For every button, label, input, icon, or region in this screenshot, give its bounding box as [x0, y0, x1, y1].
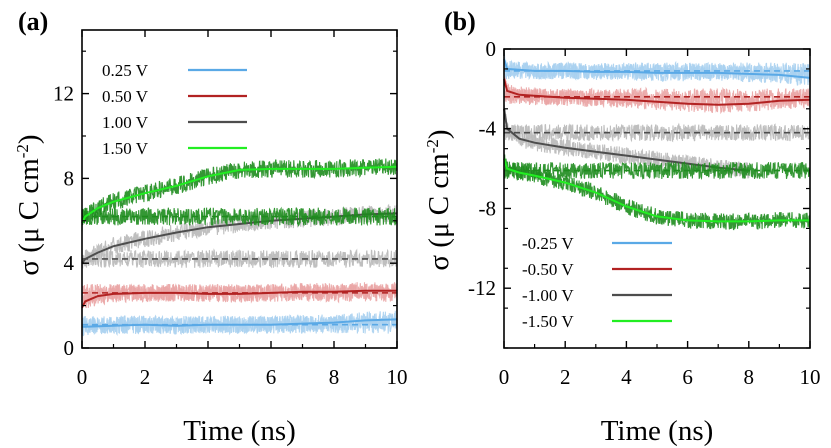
series-3-line [503, 158, 810, 223]
legend-entry-label: -1.00 V [522, 286, 574, 305]
series-2-steady-trace [81, 248, 398, 269]
y-axis-title-main: σ (μ C cm [13, 158, 45, 276]
legend-entry-label: 0.50 V [102, 87, 149, 106]
y-tick-label: 0 [486, 37, 497, 61]
series-3-line [81, 165, 398, 224]
y-axis-title: σ (μ C cm-2) [423, 129, 455, 270]
legend-entry-label: -0.25 V [522, 234, 574, 253]
series-3-raw-trace [81, 158, 398, 232]
x-tick-label: 2 [140, 365, 151, 389]
legend-entry-label: -0.50 V [522, 260, 574, 279]
series-0-line [82, 318, 398, 328]
y-axis-title-close: ) [423, 129, 455, 139]
legend: -0.25 V -0.50 V -1.00 V -1.50 V [522, 234, 672, 331]
series-0-group [503, 52, 811, 86]
panel-label: (b) [444, 7, 476, 36]
y-tick-label: 4 [64, 251, 75, 275]
x-tick-label: 0 [77, 365, 88, 389]
x-axis-title: Time (ns) [183, 415, 296, 447]
series-3-steady-trace [81, 206, 398, 227]
legend-entry-label: 1.00 V [102, 113, 149, 132]
y-axis-title-main: σ (μ C cm [423, 153, 455, 271]
x-tick-label: 10 [387, 365, 408, 389]
legend: 0.25 V 0.50 V 1.00 V 1.50 V [102, 61, 247, 158]
series-2-group [503, 104, 811, 179]
series-3-group [81, 158, 398, 232]
series-2-line [503, 108, 749, 172]
y-axis-title-superscript: -2 [13, 144, 32, 158]
x-tick-label: 6 [682, 365, 693, 389]
y-axis-title-superscript: -2 [423, 139, 442, 153]
series-0-group [81, 310, 398, 337]
legend-entry-label: -1.50 V [522, 312, 574, 331]
x-tick-label: 4 [203, 365, 214, 389]
y-axis-title: σ (μ C cm-2) [13, 134, 45, 275]
panel-label: (a) [18, 7, 48, 36]
panel-b: 0 2 4 6 8 10 0 -4 -8 -12 Time (ns) σ (μ C cm-2) (b) -… [423, 7, 821, 447]
legend-entry-label: 1.50 V [102, 139, 149, 158]
y-tick-label: 8 [64, 166, 75, 190]
y-tick-label: 0 [64, 336, 75, 360]
legend-entry-label: 0.25 V [102, 61, 149, 80]
x-tick-label: 10 [800, 365, 821, 389]
series-1-group [81, 282, 398, 309]
x-tick-label: 4 [621, 365, 632, 389]
y-tick-label: 12 [53, 82, 74, 106]
series-1-line [81, 289, 397, 309]
y-tick-label: -12 [468, 276, 496, 300]
series-3-group [503, 154, 811, 231]
series-3-steady-trace [503, 160, 811, 180]
y-axis-title-close: ) [13, 134, 45, 144]
x-tick-label: 2 [560, 365, 571, 389]
y-tick-label: -8 [479, 196, 497, 220]
panel-a: 0 2 4 6 8 10 0 4 8 12 Time (ns) σ (μ C cm-2) (a) 0.25… [13, 7, 408, 447]
x-tick-label: 0 [499, 365, 510, 389]
series-1-steady-trace [81, 282, 398, 304]
series-0-line [503, 58, 811, 79]
x-tick-label: 6 [266, 365, 277, 389]
x-tick-label: 8 [329, 365, 340, 389]
series-1-steady-trace [503, 86, 811, 108]
x-axis-title: Time (ns) [601, 415, 714, 447]
y-tick-label: -4 [479, 117, 497, 141]
x-tick-label: 8 [744, 365, 755, 389]
series-1-line [503, 78, 811, 106]
series-1-group [503, 72, 811, 115]
series-2-steady-trace [503, 122, 811, 143]
series-3-raw-trace [503, 154, 811, 231]
